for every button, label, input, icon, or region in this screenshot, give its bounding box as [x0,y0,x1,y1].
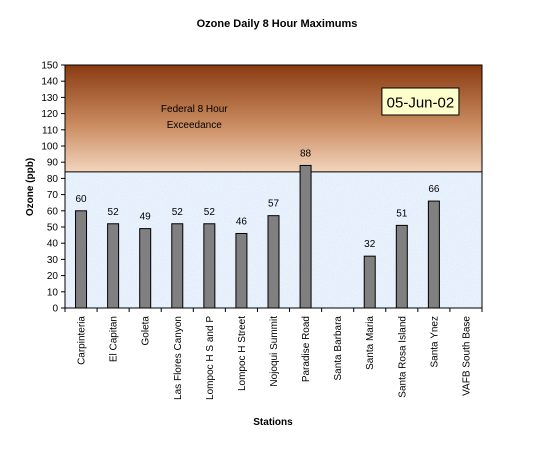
x-tick-label: VAFB South Base [461,316,472,396]
bar-7 [267,215,280,309]
x-tick-label: Las Flores Canyon [173,316,184,400]
x-tick-label: Santa Barbara [333,316,344,381]
y-tick-label: 40 [47,239,59,250]
bar-value-label: 49 [140,212,152,223]
x-tick-label: Lompoc H Street [237,316,248,391]
x-tick-label: Carpinteria [77,316,88,365]
x-tick-label: Santa Ynez [429,316,440,368]
x-tick-label: Santa Maria [365,316,376,370]
bar-5 [203,223,216,309]
bar-value-label: 52 [172,207,184,218]
bar-10 [363,255,376,309]
bar-6 [235,232,248,309]
y-tick-label: 100 [41,142,58,153]
y-tick-label: 90 [47,158,59,169]
bar-2 [107,223,120,309]
bar-value-label: 52 [108,207,120,218]
bar-12 [427,200,440,309]
chart-title: Ozone Daily 8 Hour Maximums [197,18,358,30]
y-tick-label: 120 [41,109,58,120]
bar-value-label: 88 [300,148,312,159]
y-tick-label: 20 [47,271,59,282]
x-tick-label: Goleta [141,316,152,346]
x-axis: Carpinteria El Capitan Goleta Las Flores Ca… [64,308,483,400]
x-axis-title: Stations [253,417,293,428]
x-tick-label: Santa Rosa Island [397,316,408,398]
bar-3 [139,228,152,309]
exceedance-label-line-1: Federal 8 Hour [161,104,228,115]
bar-1 [75,210,88,309]
date-box: 05-Jun-02 [381,87,460,116]
x-tick-label: Lompoc H S and P [205,316,216,400]
y-tick-label: 60 [47,206,59,217]
bar-value-label: 57 [268,199,280,210]
bar-11 [395,224,408,309]
y-tick-label: 70 [47,190,59,201]
bar-value-label: 46 [236,216,248,227]
y-tick-label: 0 [52,304,58,315]
x-tick-label: Paradise Road [301,316,312,382]
y-tick-label: 80 [47,174,59,185]
y-tick-label: 150 [41,61,58,72]
bars-group: 60 52 49 52 52 46 57 88 32 51 66 [75,148,440,309]
y-tick-label: 10 [47,287,59,298]
bar-4 [171,223,184,309]
bar-value-label: 66 [428,184,440,195]
exceedance-area [65,65,482,172]
y-tick-label: 110 [42,125,58,136]
y-axis-title: Ozone (ppb) [25,158,36,216]
bar-value-label: 51 [396,208,408,219]
y-axis: 0 10 20 30 40 50 60 70 80 90 100 110 120 130 140 150 [41,61,65,315]
x-tick-label: Nojoqui Summit [269,316,280,387]
bar-value-label: 52 [204,207,216,218]
exceedance-label-line-2: Exceedance [167,120,222,131]
y-tick-label: 130 [41,93,58,104]
bar-value-label: 32 [364,239,376,250]
x-tick-label: El Capitan [109,316,120,362]
y-tick-label: 30 [47,255,59,266]
y-tick-label: 140 [41,77,58,88]
bar-8 [299,164,312,309]
date-box-text: 05-Jun-02 [387,95,455,112]
date-box-frame [381,87,460,116]
y-tick-label: 50 [47,223,59,234]
bar-value-label: 60 [75,194,87,205]
